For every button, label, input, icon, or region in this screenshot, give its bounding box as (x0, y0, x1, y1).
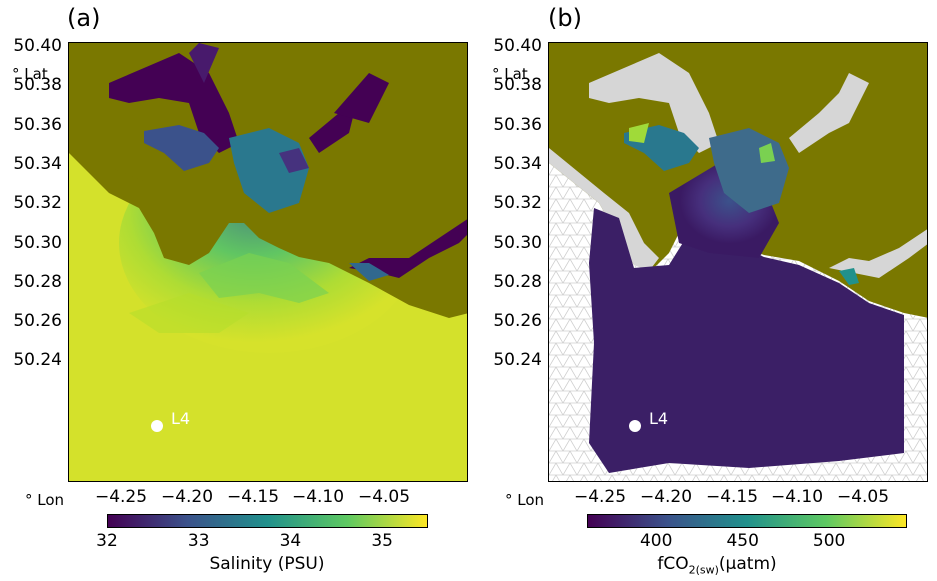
panel-b-colorbar-title-sub: 2(sw) (688, 563, 719, 577)
lat-tick-label: 50.26 (13, 311, 62, 332)
panel-a-colorbar (107, 514, 428, 528)
colorbar-tick-label: 34 (279, 531, 302, 551)
lon-tick-label: −4.25 (573, 487, 627, 507)
panel-a-lon-unit: ° Lon (25, 491, 65, 509)
panel-b-lon-unit: ° Lon (505, 491, 545, 509)
panel-a-map-graphic (69, 43, 467, 481)
lon-tick-label: −4.05 (357, 487, 411, 507)
lat-tick-label: 50.40 (13, 36, 62, 56)
panel-b-colorbar (587, 514, 907, 528)
panel-b-station-label: L4 (649, 409, 669, 428)
lat-tick-label: 50.28 (13, 271, 62, 292)
panel-a-salinity-map: L4 (68, 42, 468, 482)
lon-tick-label: −4.05 (836, 487, 890, 507)
panel-a-station-marker (151, 420, 163, 432)
panel-b-colorbar-title-unit: (μatm) (718, 554, 777, 574)
lat-tick-label: 50.36 (13, 114, 62, 135)
lat-tick-label: 50.38 (13, 75, 62, 96)
lon-tick-label: −4.10 (291, 487, 345, 507)
panel-b-lat-unit: ° Lat (492, 65, 528, 83)
lat-tick-label: 50.34 (13, 153, 62, 174)
lon-tick-label: −4.15 (226, 487, 280, 507)
panel-a-lat-unit: ° Lat (12, 65, 48, 83)
colorbar-tick-label: 32 (96, 531, 118, 551)
colorbar-tick-label: 400 (639, 531, 673, 551)
lat-tick-label: 50.24 (13, 350, 62, 371)
colorbar-tick-label: 450 (726, 531, 759, 551)
colorbar-tick-label: 500 (812, 531, 846, 551)
panel-b-colorbar-title: fCO2(sw)(μatm) (657, 554, 776, 576)
panel-b-label: (b) (548, 4, 582, 32)
lon-tick-label: −4.10 (770, 487, 824, 507)
panel-b-station-marker (629, 420, 641, 432)
lon-tick-label: −4.20 (160, 487, 214, 507)
colorbar-tick-label: 33 (187, 531, 210, 551)
lon-tick-label: −4.25 (94, 487, 148, 507)
panel-a-station-label: L4 (171, 409, 191, 428)
lat-tick-label: 50.38 (493, 75, 542, 96)
panel-b-map-graphic (549, 43, 927, 481)
lat-tick-label: 50.26 (493, 311, 542, 332)
panel-a-colorbar-title: Salinity (PSU) (209, 554, 325, 574)
panel-b-colorbar-title-main: fCO (657, 554, 689, 574)
panel-b-fco2-map: L4 (548, 42, 928, 482)
panel-a-label: (a) (67, 4, 101, 32)
lat-tick-label: 50.34 (493, 153, 542, 174)
lat-tick-label: 50.30 (493, 232, 542, 253)
colorbar-tick-label: 35 (371, 531, 393, 551)
lat-tick-label: 50.36 (493, 114, 542, 135)
lat-tick-label: 50.28 (493, 271, 542, 292)
lat-tick-label: 50.40 (493, 36, 542, 56)
lat-tick-label: 50.30 (13, 232, 62, 253)
lon-tick-label: −4.20 (639, 487, 693, 507)
lat-tick-label: 50.24 (493, 350, 542, 371)
lat-tick-label: 50.32 (493, 193, 542, 214)
lat-tick-label: 50.32 (13, 193, 62, 214)
lon-tick-label: −4.15 (705, 487, 759, 507)
